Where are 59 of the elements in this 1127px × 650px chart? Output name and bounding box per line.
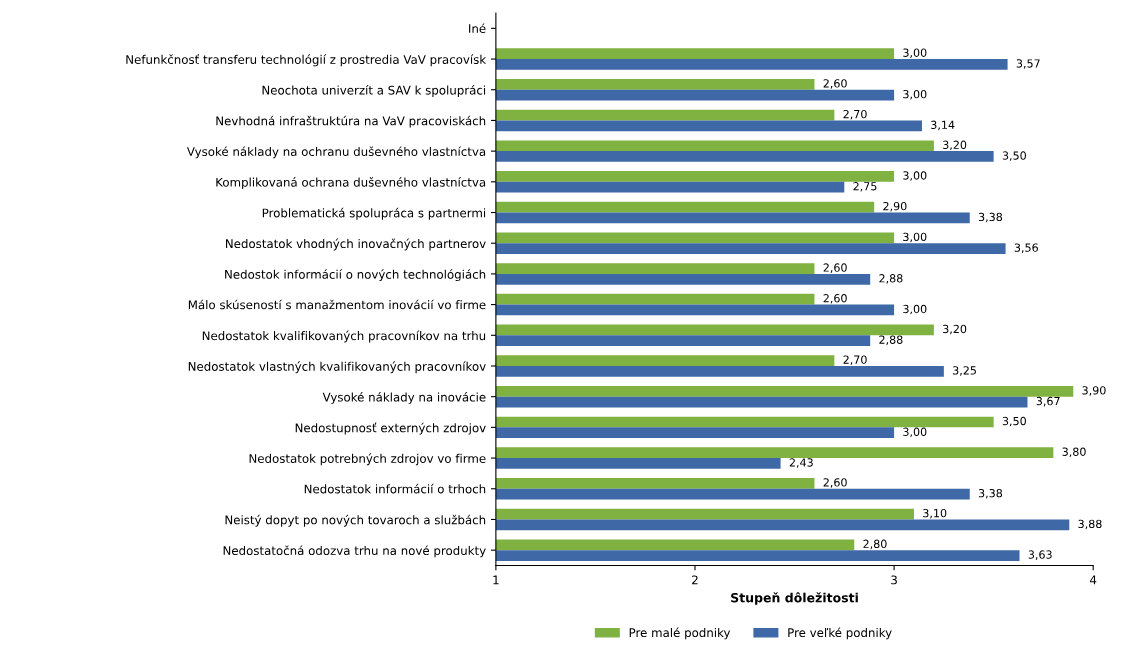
data-label: 3,20 bbox=[943, 140, 967, 151]
x-tick-label: 4 bbox=[1090, 575, 1097, 585]
data-label: 3,00 bbox=[903, 304, 927, 315]
data-label: 2,60 bbox=[823, 263, 847, 273]
data-label: 3,14 bbox=[931, 120, 955, 131]
x-tick-label: 3 bbox=[891, 575, 897, 585]
y-tick-label: Nedostatočná odozva trhu na nové produkty bbox=[223, 545, 486, 558]
data-label: 3,50 bbox=[1002, 416, 1026, 427]
y-tick-label: Neochota univerzít a SAV k spolupráci bbox=[262, 85, 486, 97]
y-tick-label: Komplikovaná ochrana duševného vlastníctva bbox=[216, 177, 486, 189]
data-label: 2,70 bbox=[843, 109, 867, 120]
data-label: 3,56 bbox=[1014, 243, 1038, 253]
data-label: 3,38 bbox=[978, 212, 1003, 223]
legend-label: Pre malé podniky bbox=[629, 627, 731, 640]
y-tick-label: Nedostatok vhodných inovačných partnerov bbox=[226, 238, 486, 251]
data-label: 2,88 bbox=[879, 274, 903, 284]
data-label: 3,88 bbox=[1078, 519, 1102, 530]
y-tick-label: Iné bbox=[469, 23, 486, 33]
data-label: 3,63 bbox=[1028, 550, 1052, 560]
y-tick-label: Nedostatok informácií o trhoch bbox=[304, 483, 486, 494]
data-label: 3,20 bbox=[943, 324, 967, 335]
data-label: 3,00 bbox=[903, 427, 927, 438]
data-label: 3,10 bbox=[923, 508, 947, 519]
y-tick-label: Nedostupnosť externých zdrojov bbox=[295, 422, 486, 435]
y-tick-label: Nedostok informácií o nových technológiách bbox=[225, 269, 486, 282]
x-tick-label: 1 bbox=[493, 575, 499, 585]
data-label: 3,38 bbox=[978, 488, 1003, 499]
y-tick-label: Nevhodná infraštruktúra na VaV pracoviskách bbox=[216, 115, 486, 128]
data-label: 2,88 bbox=[879, 335, 903, 346]
data-label: 2,80 bbox=[863, 539, 887, 550]
x-tick-label: 2 bbox=[692, 575, 698, 585]
data-label: 3,80 bbox=[1062, 447, 1086, 458]
y-tick-label: Vysoké náklady na ochranu duševného vlastníctva bbox=[186, 146, 486, 159]
data-label: 2,60 bbox=[823, 478, 847, 488]
data-label: 2,43 bbox=[789, 458, 813, 468]
y-tick-label: Neistý dopyt po nových tovaroch a službách bbox=[225, 514, 486, 527]
data-label: 3,90 bbox=[1082, 386, 1106, 396]
data-label: 3,25 bbox=[953, 366, 976, 376]
data-label: 3,00 bbox=[903, 89, 927, 100]
data-label: 2,60 bbox=[823, 294, 847, 304]
data-label: 3,50 bbox=[1002, 151, 1026, 161]
y-tick-label: Nedostatok vlastných kvalifikovaných pracovníkov bbox=[188, 361, 486, 374]
y-tick-label: Problematická spolupráca s partnermi bbox=[262, 207, 486, 220]
data-label: 2,70 bbox=[843, 355, 867, 365]
y-tick-label: Nedostatok kvalifikovaných pracovníkov na trhu bbox=[202, 330, 486, 343]
data-label: 2,90 bbox=[883, 201, 907, 212]
y-tick-label: Nefunkčnosť transferu technológií z prostredia VaV pracovísk bbox=[126, 54, 487, 67]
data-label: 3,00 bbox=[903, 232, 927, 243]
data-label: 3,57 bbox=[1016, 59, 1040, 69]
data-label: 3,00 bbox=[903, 48, 927, 59]
y-tick-label: Vysoké náklady na inovácie bbox=[322, 391, 486, 404]
y-tick-label: Nedostatok potrebných zdrojov vo firme bbox=[249, 453, 486, 466]
data-label: 2,60 bbox=[823, 79, 847, 89]
x-axis-title: Stupeň dôležitosti bbox=[731, 592, 858, 605]
data-label: 3,67 bbox=[1036, 396, 1060, 407]
y-tick-label: Málo skúseností s manažmentom inovácií vo firme bbox=[188, 299, 486, 310]
data-label: 3,00 bbox=[903, 171, 927, 181]
legend-label: Pre veľké podniky bbox=[788, 627, 892, 640]
data-label: 2,75 bbox=[853, 182, 877, 192]
